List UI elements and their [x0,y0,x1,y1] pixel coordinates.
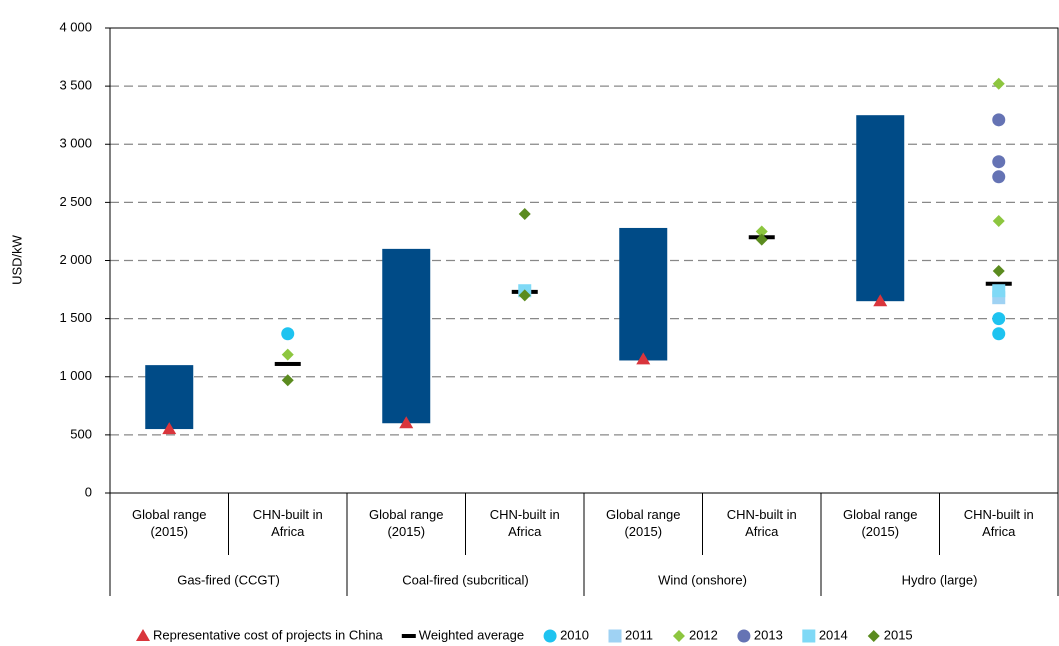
range-bar [619,227,668,361]
legend-marker [543,629,557,643]
data-point [755,225,768,238]
data-point [992,264,1005,277]
data-point [873,294,888,307]
data-point [399,416,414,429]
data-point [755,233,768,246]
data-point [992,214,1005,227]
data-point [518,208,531,220]
group-label: Wind (onshore) [658,572,747,587]
y-tick-label: 0 [85,484,92,499]
data-point [992,284,1006,298]
y-tick-label: 3 500 [59,78,92,93]
legend-label: Representative cost of projects in China [153,627,384,642]
legend-label: 2012 [689,627,718,642]
y-tick-label: 2 000 [59,252,92,267]
data-point [281,327,295,341]
x-tick-label: Global range (2015) [606,507,681,539]
legend-label: 2014 [819,627,848,642]
legend-marker [608,629,622,643]
group-label: Hydro (large) [902,572,978,587]
legend-marker [867,630,880,642]
x-tick-label: Global range (2015) [843,507,918,539]
legend-marker [401,634,416,638]
legend-label: 2015 [884,627,913,642]
y-tick-label: 2 500 [59,194,92,209]
legend-label: 2010 [560,627,589,642]
x-tick-label: CHN-built in Africa [963,507,1034,539]
legend-marker [672,630,685,642]
data-point [992,113,1006,127]
group-label: Coal-fired (subcritical) [402,572,528,587]
legend-label: Weighted average [419,627,524,642]
y-tick-label: 4 000 [59,19,92,34]
data-point [992,327,1006,341]
legend-marker [737,629,751,643]
legend-marker [802,629,816,643]
y-tick-label: 1 000 [59,368,92,383]
range-bar [145,365,194,430]
x-tick-label: Global range (2015) [369,507,444,539]
legend-label: 2011 [625,627,653,642]
data-point [992,312,1006,326]
range-bar [382,248,431,424]
data-point [518,289,531,302]
range-bar [856,115,905,302]
data-point [636,352,651,365]
group-label: Gas-fired (CCGT) [177,572,280,587]
data-point [274,361,301,366]
y-axis-label: USD/kW [9,234,24,285]
x-tick-label: CHN-built in Africa [726,507,797,539]
data-point [985,281,1012,286]
x-tick-label: CHN-built in Africa [489,507,560,539]
data-point [281,374,294,387]
data-point [281,348,294,361]
x-tick-label: CHN-built in Africa [252,507,323,539]
data-point [992,77,1005,90]
data-point [992,155,1006,169]
y-tick-label: 500 [70,426,92,441]
y-tick-label: 3 000 [59,136,92,151]
data-point [162,422,177,435]
y-tick-label: 1 500 [59,310,92,325]
legend-label: 2013 [754,627,783,642]
data-point [992,170,1006,184]
legend-marker [136,629,150,641]
x-tick-label: Global range (2015) [132,507,207,539]
